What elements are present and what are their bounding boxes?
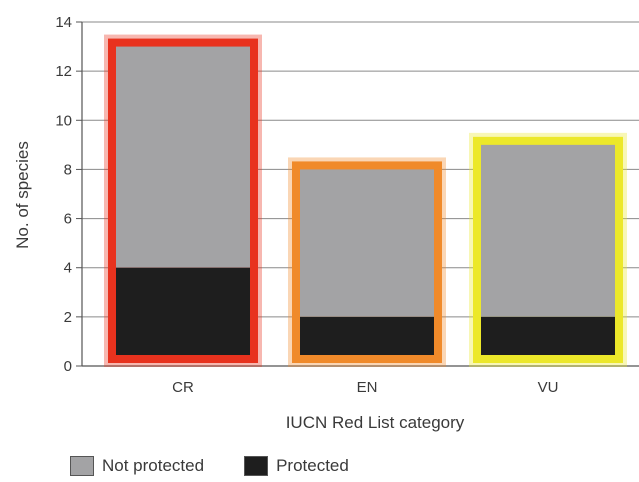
legend-item-not-protected: Not protected [70,456,204,476]
bars [104,34,627,367]
y-tick-label: 2 [64,309,72,326]
legend: Not protected Protected [70,456,389,476]
bar-protected-vu [481,316,615,355]
legend-label-not-protected: Not protected [102,456,205,475]
y-tick-label: 10 [55,112,72,129]
y-axis-title: No. of species [13,141,32,249]
x-tick-label-cr: CR [172,379,194,396]
bar-protected-en [300,316,434,355]
y-tick-label: 14 [55,14,72,31]
y-tick-label: 8 [64,161,72,178]
y-tick-label: 12 [55,63,72,80]
y-tick-label: 4 [64,260,72,277]
axes [76,21,639,367]
x-tick-label-en: EN [357,379,378,396]
bar-not-protected-vu [481,144,615,317]
legend-label-protected: Protected [276,456,349,475]
legend-item-protected: Protected [244,456,349,476]
y-tick-label: 0 [64,358,72,375]
x-axis-title: IUCN Red List category [286,413,465,432]
x-tick-label-vu: VU [538,379,559,396]
bar-protected-cr [116,267,250,355]
legend-swatch-not-protected [70,456,94,476]
y-tick-label: 6 [64,211,72,228]
bar-not-protected-cr [116,46,250,268]
tick-labels: 0 2 4 6 8 10 12 14 CR EN VU [55,14,558,396]
legend-swatch-protected [244,456,269,476]
bar-not-protected-en [300,169,434,317]
